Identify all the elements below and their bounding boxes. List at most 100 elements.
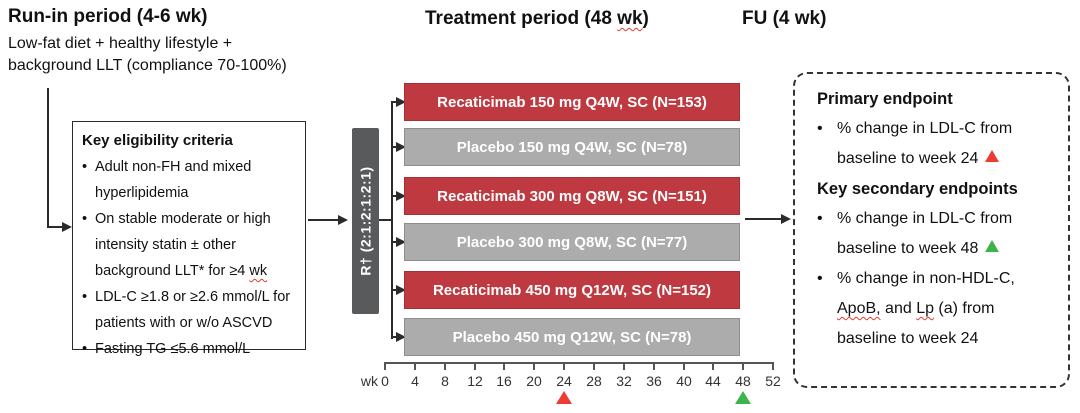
week-axis-tick-label: 8 <box>441 373 449 389</box>
week-axis-tick-label: 48 <box>735 373 751 389</box>
week-axis-tickmark <box>474 362 476 370</box>
week-axis-tickmark <box>593 362 595 370</box>
week-axis-tick-label: 4 <box>411 373 419 389</box>
week-axis-unit-label: wk <box>360 373 378 389</box>
secondary-endpoint-week48-marker-icon <box>735 391 751 404</box>
bars-to-endpoints-arrowhead-icon <box>781 214 791 224</box>
endpoint-wavy-word: Lp <box>916 300 934 317</box>
branch-arrowhead-arm4-icon <box>396 237 406 247</box>
arm-bar-recaticimab-300: Recaticimab 300 mg Q8W, SC (N=151) <box>404 177 740 215</box>
week-axis-tickmark <box>503 362 505 370</box>
secondary-endpoint-item: % change in LDL-C from baseline to week … <box>817 204 1058 264</box>
run-in-subtitle-line1: Low-fat diet + healthy lifestyle + <box>8 35 233 52</box>
arm-bar-recaticimab-150: Recaticimab 150 mg Q4W, SC (N=153) <box>404 83 740 121</box>
week-axis-tickmark <box>742 362 744 370</box>
eligibility-criteria-box: Key eligibility criteria Adult non-FH an… <box>72 121 306 362</box>
eligibility-to-randomization-arrowhead-icon <box>338 215 348 225</box>
week-axis-tick-label: 36 <box>646 373 662 389</box>
eligibility-item: On stable moderate or high intensity sta… <box>82 206 297 284</box>
week-axis-tick-label: 32 <box>616 373 632 389</box>
treatment-title-close: ) <box>642 8 649 29</box>
week-axis-tick-label: 44 <box>705 373 721 389</box>
week-axis-tickmark <box>623 362 625 370</box>
week-axis-tickmark <box>384 362 386 370</box>
arm-bar-placebo-150: Placebo 150 mg Q4W, SC (N=78) <box>404 128 740 166</box>
week-axis-tickmark <box>683 362 685 370</box>
eligibility-item-text: On stable moderate or high intensity sta… <box>95 211 271 279</box>
branch-arrowhead-arm2-icon <box>396 142 406 152</box>
week-axis-tick-label: 52 <box>765 373 781 389</box>
primary-endpoint-item: % change in LDL-C from baseline to week … <box>817 114 1058 174</box>
arm-bar-label: Recaticimab 450 mg Q12W, SC (N=152) <box>432 281 712 299</box>
run-in-subtitle-line2: background LLT (compliance 70-100%) <box>8 57 287 74</box>
endpoint-line: % change in LDL-C from <box>837 210 1013 227</box>
branch-arrowhead-arm3-icon <box>396 191 406 201</box>
eligibility-item-wavy-word: wk <box>249 263 268 279</box>
treatment-period-title: Treatment period (48 wk) <box>425 8 649 30</box>
secondary-endpoint-text: % change in non-HDL-C, ApoB, and Lp (a) … <box>837 264 1015 354</box>
eligibility-item: Adult non-FH and mixed hyperlipidemia <box>82 154 297 206</box>
arm-bar-label: Placebo 300 mg Q8W, SC (N=77) <box>456 233 688 251</box>
endpoint-wavy-word: ApoB, <box>837 300 881 317</box>
eligibility-title: Key eligibility criteria <box>82 132 233 149</box>
eligibility-item: Fasting TG ≤5.6 mmol/L <box>82 336 297 362</box>
week-axis-tickmark <box>563 362 565 370</box>
week-axis-tick-label: 20 <box>526 373 542 389</box>
endpoint-line: baseline to week 24 <box>837 150 979 167</box>
arm-bar-label: Recaticimab 150 mg Q4W, SC (N=153) <box>437 93 707 111</box>
treatment-title-text: Treatment period (48 <box>425 8 618 29</box>
run-in-connector-vertical-line <box>47 88 49 228</box>
secondary-endpoint-item: % change in non-HDL-C, ApoB, and Lp (a) … <box>817 264 1058 354</box>
branch-spine-line <box>391 101 393 339</box>
bullet-icon <box>817 204 837 264</box>
arm-bar-recaticimab-450: Recaticimab 450 mg Q12W, SC (N=152) <box>404 271 740 309</box>
branch-line-arm1 <box>392 101 397 103</box>
week-axis-tickmark <box>712 362 714 370</box>
branch-arrowhead-arm5-icon <box>396 285 406 295</box>
arm-bar-label: Placebo 450 mg Q12W, SC (N=78) <box>452 328 692 346</box>
randomization-bar: R† (2:1:2:1:2:1) <box>352 128 379 314</box>
run-in-period-title: Run-in period (4-6 wk) <box>8 6 208 27</box>
treatment-title-wavy-word: wk <box>617 8 643 29</box>
bullet-icon <box>817 114 837 174</box>
eligibility-item: LDL-C ≥1.8 or ≥2.6 mmol/L for patients w… <box>82 284 297 336</box>
week-axis-tick-label: 28 <box>586 373 602 389</box>
secondary-endpoints-title: Key secondary endpoints <box>817 180 1018 198</box>
week-axis-tickmark <box>444 362 446 370</box>
arm-bar-label: Recaticimab 300 mg Q8W, SC (N=151) <box>437 187 707 205</box>
follow-up-period-title: FU (4 wk) <box>742 8 827 29</box>
endpoint-line: % change in LDL-C from <box>837 120 1013 137</box>
primary-endpoint-week24-marker-icon <box>556 391 572 404</box>
week-axis-tick-label: 16 <box>496 373 512 389</box>
bullet-icon <box>817 264 837 354</box>
week-axis-tickmark <box>533 362 535 370</box>
run-in-connector-horizontal-line <box>47 226 63 228</box>
branch-line-arm2 <box>392 146 397 148</box>
branch-arrowhead-arm1-icon <box>396 97 406 107</box>
arm-bar-placebo-450: Placebo 450 mg Q12W, SC (N=78) <box>404 318 740 356</box>
endpoints-box: Primary endpoint % change in LDL-C from … <box>793 72 1070 388</box>
primary-endpoint-text: % change in LDL-C from baseline to week … <box>837 114 1012 174</box>
week-axis-tickmark <box>414 362 416 370</box>
red-triangle-icon <box>985 150 1000 162</box>
branch-line-arm3 <box>392 195 397 197</box>
week-axis-tick-label: 24 <box>556 373 572 389</box>
week-axis-tick-label: 0 <box>381 373 389 389</box>
branch-line-arm4 <box>392 241 397 243</box>
endpoint-line: and <box>880 300 917 317</box>
endpoint-line: % change in non-HDL-C, <box>837 270 1015 287</box>
green-triangle-icon <box>985 240 1000 252</box>
bars-to-endpoints-line <box>745 218 782 220</box>
branch-line-arm6 <box>392 336 397 338</box>
randomization-to-spine-line <box>379 219 392 221</box>
eligibility-to-randomization-line <box>308 219 339 221</box>
endpoint-line: (a) from <box>933 300 995 317</box>
eligibility-list: Adult non-FH and mixed hyperlipidemia On… <box>82 154 297 362</box>
week-axis-tickmark <box>772 362 774 370</box>
week-axis-tickmark <box>653 362 655 370</box>
branch-arrowhead-arm6-icon <box>396 332 406 342</box>
branch-line-arm5 <box>392 289 397 291</box>
run-in-connector-arrowhead-icon <box>62 222 72 232</box>
secondary-endpoint-text: % change in LDL-C from baseline to week … <box>837 204 1012 264</box>
